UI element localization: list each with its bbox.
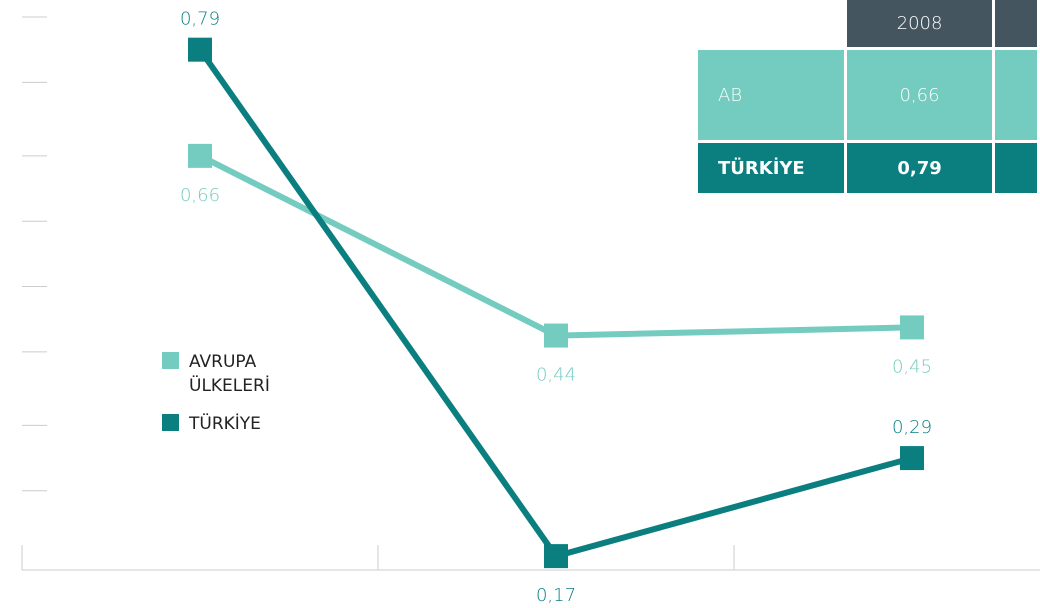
legend-swatch bbox=[162, 352, 179, 369]
value-label: 0,66 bbox=[180, 185, 220, 206]
legend-swatch bbox=[162, 414, 179, 431]
header-cell bbox=[992, 0, 1040, 50]
point bbox=[544, 544, 568, 569]
legend: AVRUPA ÜLKELERİ TÜRKİYE bbox=[162, 350, 319, 450]
empty-cell bbox=[695, 0, 847, 50]
legend-item: TÜRKİYE bbox=[162, 412, 319, 436]
value-label: 0,17 bbox=[536, 585, 576, 606]
point bbox=[900, 446, 924, 471]
cell: 0,66 bbox=[843, 48, 996, 143]
table: 2008 AB 0,66 TÜRKİYE 0,79 bbox=[695, 0, 1040, 196]
legend-item: AVRUPA ÜLKELERİ bbox=[162, 350, 319, 398]
cell: 0,79 bbox=[843, 141, 996, 196]
row-label: AB bbox=[695, 48, 847, 143]
point bbox=[544, 323, 568, 348]
value-label: 0,29 bbox=[892, 417, 932, 438]
value-label: 0,45 bbox=[892, 356, 932, 377]
value-label: 0,79 bbox=[180, 9, 220, 30]
row-label: TÜRKİYE bbox=[695, 141, 847, 196]
value-label: 0,44 bbox=[536, 365, 576, 386]
point bbox=[900, 315, 924, 340]
cell bbox=[992, 48, 1040, 143]
point bbox=[188, 37, 212, 62]
header-cell: 2008 bbox=[843, 0, 996, 50]
point bbox=[188, 143, 212, 168]
legend-label: TÜRKİYE bbox=[189, 414, 261, 434]
cell bbox=[992, 141, 1040, 196]
legend-label: AVRUPA ÜLKELERİ bbox=[189, 352, 270, 396]
